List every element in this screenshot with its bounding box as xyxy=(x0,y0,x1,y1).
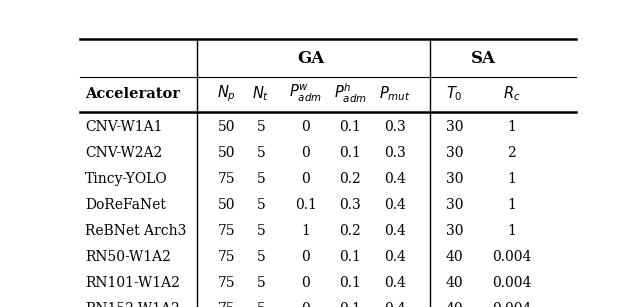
Text: 0.3: 0.3 xyxy=(384,120,406,134)
Text: $P^{h}_{adm}$: $P^{h}_{adm}$ xyxy=(334,82,367,105)
Text: 50: 50 xyxy=(218,146,235,160)
Text: 0.4: 0.4 xyxy=(384,198,406,212)
Text: 40: 40 xyxy=(445,276,463,290)
Text: 30: 30 xyxy=(445,146,463,160)
Text: 75: 75 xyxy=(218,172,235,186)
Text: 5: 5 xyxy=(257,172,266,186)
Text: CNV-W2A2: CNV-W2A2 xyxy=(85,146,162,160)
Text: 0.1: 0.1 xyxy=(339,302,361,307)
Text: 0: 0 xyxy=(301,120,310,134)
Text: 0: 0 xyxy=(301,250,310,264)
Text: 0.4: 0.4 xyxy=(384,224,406,238)
Text: 0.1: 0.1 xyxy=(339,250,361,264)
Text: SA: SA xyxy=(470,50,495,67)
Text: 0: 0 xyxy=(301,302,310,307)
Text: GA: GA xyxy=(297,50,324,67)
Text: $T_0$: $T_0$ xyxy=(446,84,463,103)
Text: 1: 1 xyxy=(301,224,310,238)
Text: 30: 30 xyxy=(445,120,463,134)
Text: 1: 1 xyxy=(507,224,516,238)
Text: 0.4: 0.4 xyxy=(384,172,406,186)
Text: $P_{mut}$: $P_{mut}$ xyxy=(379,84,411,103)
Text: $P^{w}_{adm}$: $P^{w}_{adm}$ xyxy=(289,83,322,104)
Text: 1: 1 xyxy=(507,120,516,134)
Text: Accelerator: Accelerator xyxy=(85,87,180,101)
Text: 0.1: 0.1 xyxy=(339,276,361,290)
Text: 30: 30 xyxy=(445,172,463,186)
Text: 0: 0 xyxy=(301,146,310,160)
Text: CNV-W1A1: CNV-W1A1 xyxy=(85,120,163,134)
Text: 0.004: 0.004 xyxy=(492,276,531,290)
Text: $N_p$: $N_p$ xyxy=(217,83,236,104)
Text: 75: 75 xyxy=(218,224,235,238)
Text: DoReFaNet: DoReFaNet xyxy=(85,198,166,212)
Text: 1: 1 xyxy=(507,198,516,212)
Text: 0.4: 0.4 xyxy=(384,250,406,264)
Text: RN101-W1A2: RN101-W1A2 xyxy=(85,276,180,290)
Text: 0.4: 0.4 xyxy=(384,302,406,307)
Text: 75: 75 xyxy=(218,276,235,290)
Text: 1: 1 xyxy=(507,172,516,186)
Text: 75: 75 xyxy=(218,302,235,307)
Text: 5: 5 xyxy=(257,146,266,160)
Text: 0.1: 0.1 xyxy=(295,198,317,212)
Text: 0.3: 0.3 xyxy=(339,198,361,212)
Text: 30: 30 xyxy=(445,224,463,238)
Text: 0.1: 0.1 xyxy=(339,120,361,134)
Text: 2: 2 xyxy=(507,146,516,160)
Text: 50: 50 xyxy=(218,198,235,212)
Text: 5: 5 xyxy=(257,224,266,238)
Text: 0.2: 0.2 xyxy=(339,224,361,238)
Text: ReBNet Arch3: ReBNet Arch3 xyxy=(85,224,186,238)
Text: Tincy-YOLO: Tincy-YOLO xyxy=(85,172,168,186)
Text: 5: 5 xyxy=(257,250,266,264)
Text: 5: 5 xyxy=(257,120,266,134)
Text: 40: 40 xyxy=(445,250,463,264)
Text: 0.1: 0.1 xyxy=(339,146,361,160)
Text: RN152-W1A2: RN152-W1A2 xyxy=(85,302,180,307)
Text: 40: 40 xyxy=(445,302,463,307)
Text: RN50-W1A2: RN50-W1A2 xyxy=(85,250,171,264)
Text: 0.3: 0.3 xyxy=(384,146,406,160)
Text: 5: 5 xyxy=(257,198,266,212)
Text: 5: 5 xyxy=(257,302,266,307)
Text: 5: 5 xyxy=(257,276,266,290)
Text: 0.004: 0.004 xyxy=(492,250,531,264)
Text: $R_c$: $R_c$ xyxy=(502,84,520,103)
Text: $N_t$: $N_t$ xyxy=(252,84,269,103)
Text: 50: 50 xyxy=(218,120,235,134)
Text: 75: 75 xyxy=(218,250,235,264)
Text: 0: 0 xyxy=(301,172,310,186)
Text: 0: 0 xyxy=(301,276,310,290)
Text: 30: 30 xyxy=(445,198,463,212)
Text: 0.4: 0.4 xyxy=(384,276,406,290)
Text: 0.004: 0.004 xyxy=(492,302,531,307)
Text: 0.2: 0.2 xyxy=(339,172,361,186)
